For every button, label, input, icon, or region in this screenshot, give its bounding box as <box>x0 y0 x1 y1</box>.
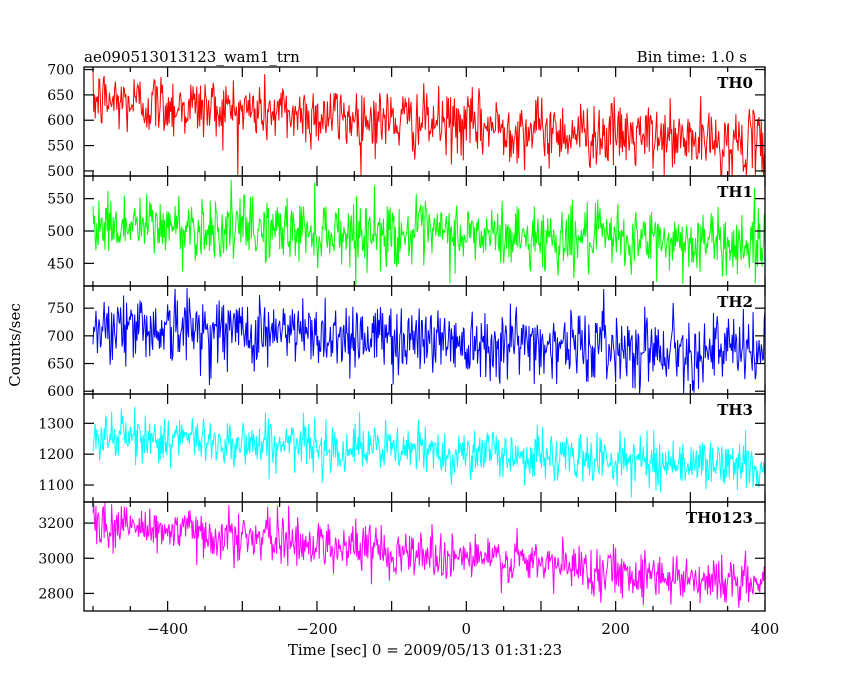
y-tick-label: 650 <box>47 88 74 104</box>
y-tick-label: 750 <box>47 301 74 317</box>
y-tick-label: 3000 <box>38 551 74 567</box>
y-tick-label: 1200 <box>38 447 74 463</box>
x-tick-label: 200 <box>601 620 630 638</box>
series-line-th3 <box>92 406 765 498</box>
series-name-th3: TH3 <box>717 401 753 419</box>
y-tick-label: 650 <box>47 357 74 373</box>
panel-th1: 450 500 550 TH1 <box>47 175 766 287</box>
series-line-th0 <box>92 67 765 176</box>
y-tick-label: 1100 <box>38 478 74 494</box>
series-name-th2: TH2 <box>717 293 753 311</box>
panel-th3: 1100 1200 1300 TH3 <box>38 393 766 503</box>
y-tick-label: 600 <box>47 113 74 129</box>
y-tick-label: 450 <box>47 256 74 272</box>
bin-time-label: Bin time: 1.0 s <box>637 48 747 66</box>
x-tick-label: −400 <box>147 620 188 638</box>
x-tick-label: −200 <box>296 620 337 638</box>
x-tick-labels: −400 −200 0 200 400 <box>147 620 779 638</box>
x-tick-label: 0 <box>462 620 472 638</box>
panels-group: 500 550 600 650 700 TH0 450 500 550 TH1 600 650 700 7… <box>38 63 766 612</box>
y-tick-label: 1300 <box>38 416 74 432</box>
y-tick-label: 700 <box>47 329 74 345</box>
panel-th2: 600 650 700 750 TH2 <box>47 285 766 400</box>
series-name-th1: TH1 <box>717 183 753 201</box>
x-axis-label: Time [sec] 0 = 2009/05/13 01:31:23 <box>288 641 562 659</box>
series-name-th0123: TH0123 <box>686 509 753 527</box>
chart-title: ae090513013123_wam1_trn <box>84 48 300 66</box>
y-tick-label: 700 <box>47 63 74 79</box>
y-axis-label: Counts/sec <box>6 303 24 387</box>
y-tick-label: 550 <box>47 192 74 208</box>
series-line-th1 <box>92 179 765 286</box>
y-tick-label: 2800 <box>38 586 74 602</box>
panel-th0123: 2800 3000 3200 TH0123 <box>38 501 766 612</box>
series-name-th0: TH0 <box>717 74 753 92</box>
y-tick-label: 600 <box>47 384 74 400</box>
y-tick-label: 500 <box>47 164 74 180</box>
series-line-th0123 <box>92 502 765 608</box>
y-tick-label: 500 <box>47 224 74 240</box>
panel-frame <box>83 501 766 612</box>
panel-th0: 500 550 600 650 700 TH0 <box>47 63 766 180</box>
y-tick-label: 3200 <box>38 516 74 532</box>
series-line-th2 <box>92 287 765 394</box>
y-tick-label: 550 <box>47 139 74 155</box>
x-tick-label: 400 <box>751 620 780 638</box>
